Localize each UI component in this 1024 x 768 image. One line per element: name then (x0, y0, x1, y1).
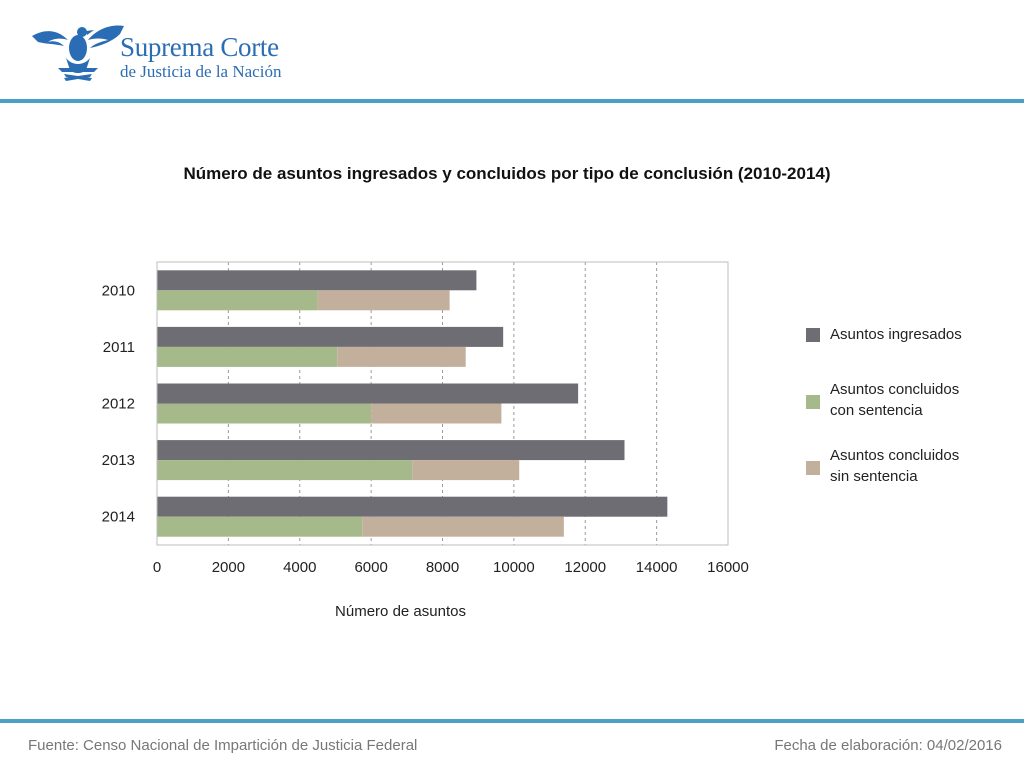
x-axis-label: Número de asuntos (335, 603, 466, 620)
bar-concluidos-con-sentencia (157, 290, 318, 311)
legend-swatch-ingresados (806, 328, 820, 342)
y-category-label: 2013 (102, 452, 135, 469)
bar-asuntos-ingresados (157, 270, 477, 291)
y-category-label: 2011 (103, 339, 135, 356)
x-tick-label: 16000 (707, 559, 749, 576)
org-name-line1: Suprema Corte (120, 32, 279, 62)
legend-swatch-con-sentencia (806, 395, 820, 409)
x-tick-label: 10000 (493, 559, 535, 576)
org-name-line2: de Justicia de la Nación (120, 62, 282, 81)
bar-concluidos-sin-sentencia (317, 290, 450, 311)
chart-title: Número de asuntos ingresados y concluido… (183, 164, 831, 183)
bar-concluidos-sin-sentencia (362, 516, 564, 537)
bar-concluidos-con-sentencia (157, 346, 338, 367)
elaboration-date: Fecha de elaboración: 04/02/2016 (774, 737, 1002, 754)
bar-concluidos-sin-sentencia (412, 460, 520, 481)
bar-concluidos-con-sentencia (157, 460, 413, 481)
bar-chart: 0 2000 4000 6000 8000 10000 12000 14000 16000 201… (102, 261, 749, 620)
bar-asuntos-ingresados (157, 383, 579, 404)
legend-label: Asuntos ingresados (830, 326, 962, 343)
y-category-label: 2014 (102, 509, 135, 526)
header-rule (0, 99, 1024, 103)
x-tick-label: 12000 (564, 559, 606, 576)
x-tick-label: 14000 (636, 559, 678, 576)
bar-concluidos-sin-sentencia (337, 346, 466, 367)
tick-labels: 0 2000 4000 6000 8000 10000 12000 14000 16000 201… (102, 282, 749, 576)
bars (157, 270, 668, 537)
institution-logo: Suprema Corte de Justicia de la Nación (28, 18, 288, 84)
legend-label: Asuntos concluidos (830, 447, 960, 464)
legend-label: sin sentencia (830, 468, 918, 485)
bar-asuntos-ingresados (157, 440, 625, 461)
x-tick-label: 6000 (354, 559, 387, 576)
y-category-label: 2012 (102, 396, 135, 413)
x-tick-label: 0 (153, 559, 161, 576)
bar-concluidos-con-sentencia (157, 516, 363, 537)
bar-concluidos-con-sentencia (157, 403, 372, 424)
plot-area-frame (156, 261, 729, 546)
bar-concluidos-sin-sentencia (371, 403, 502, 424)
source-note: Fuente: Censo Nacional de Impartición de… (28, 737, 418, 754)
footer-rule (0, 719, 1024, 723)
legend-label: con sentencia (830, 402, 923, 419)
legend-label: Asuntos concluidos (830, 381, 960, 398)
legend-swatch-sin-sentencia (806, 461, 820, 475)
y-category-label: 2010 (102, 282, 135, 299)
x-tick-label: 8000 (426, 559, 459, 576)
bar-asuntos-ingresados (157, 326, 504, 347)
x-tick-label: 2000 (212, 559, 245, 576)
x-tick-label: 4000 (283, 559, 316, 576)
bar-asuntos-ingresados (157, 496, 668, 517)
eagle-emblem-icon (32, 25, 124, 81)
